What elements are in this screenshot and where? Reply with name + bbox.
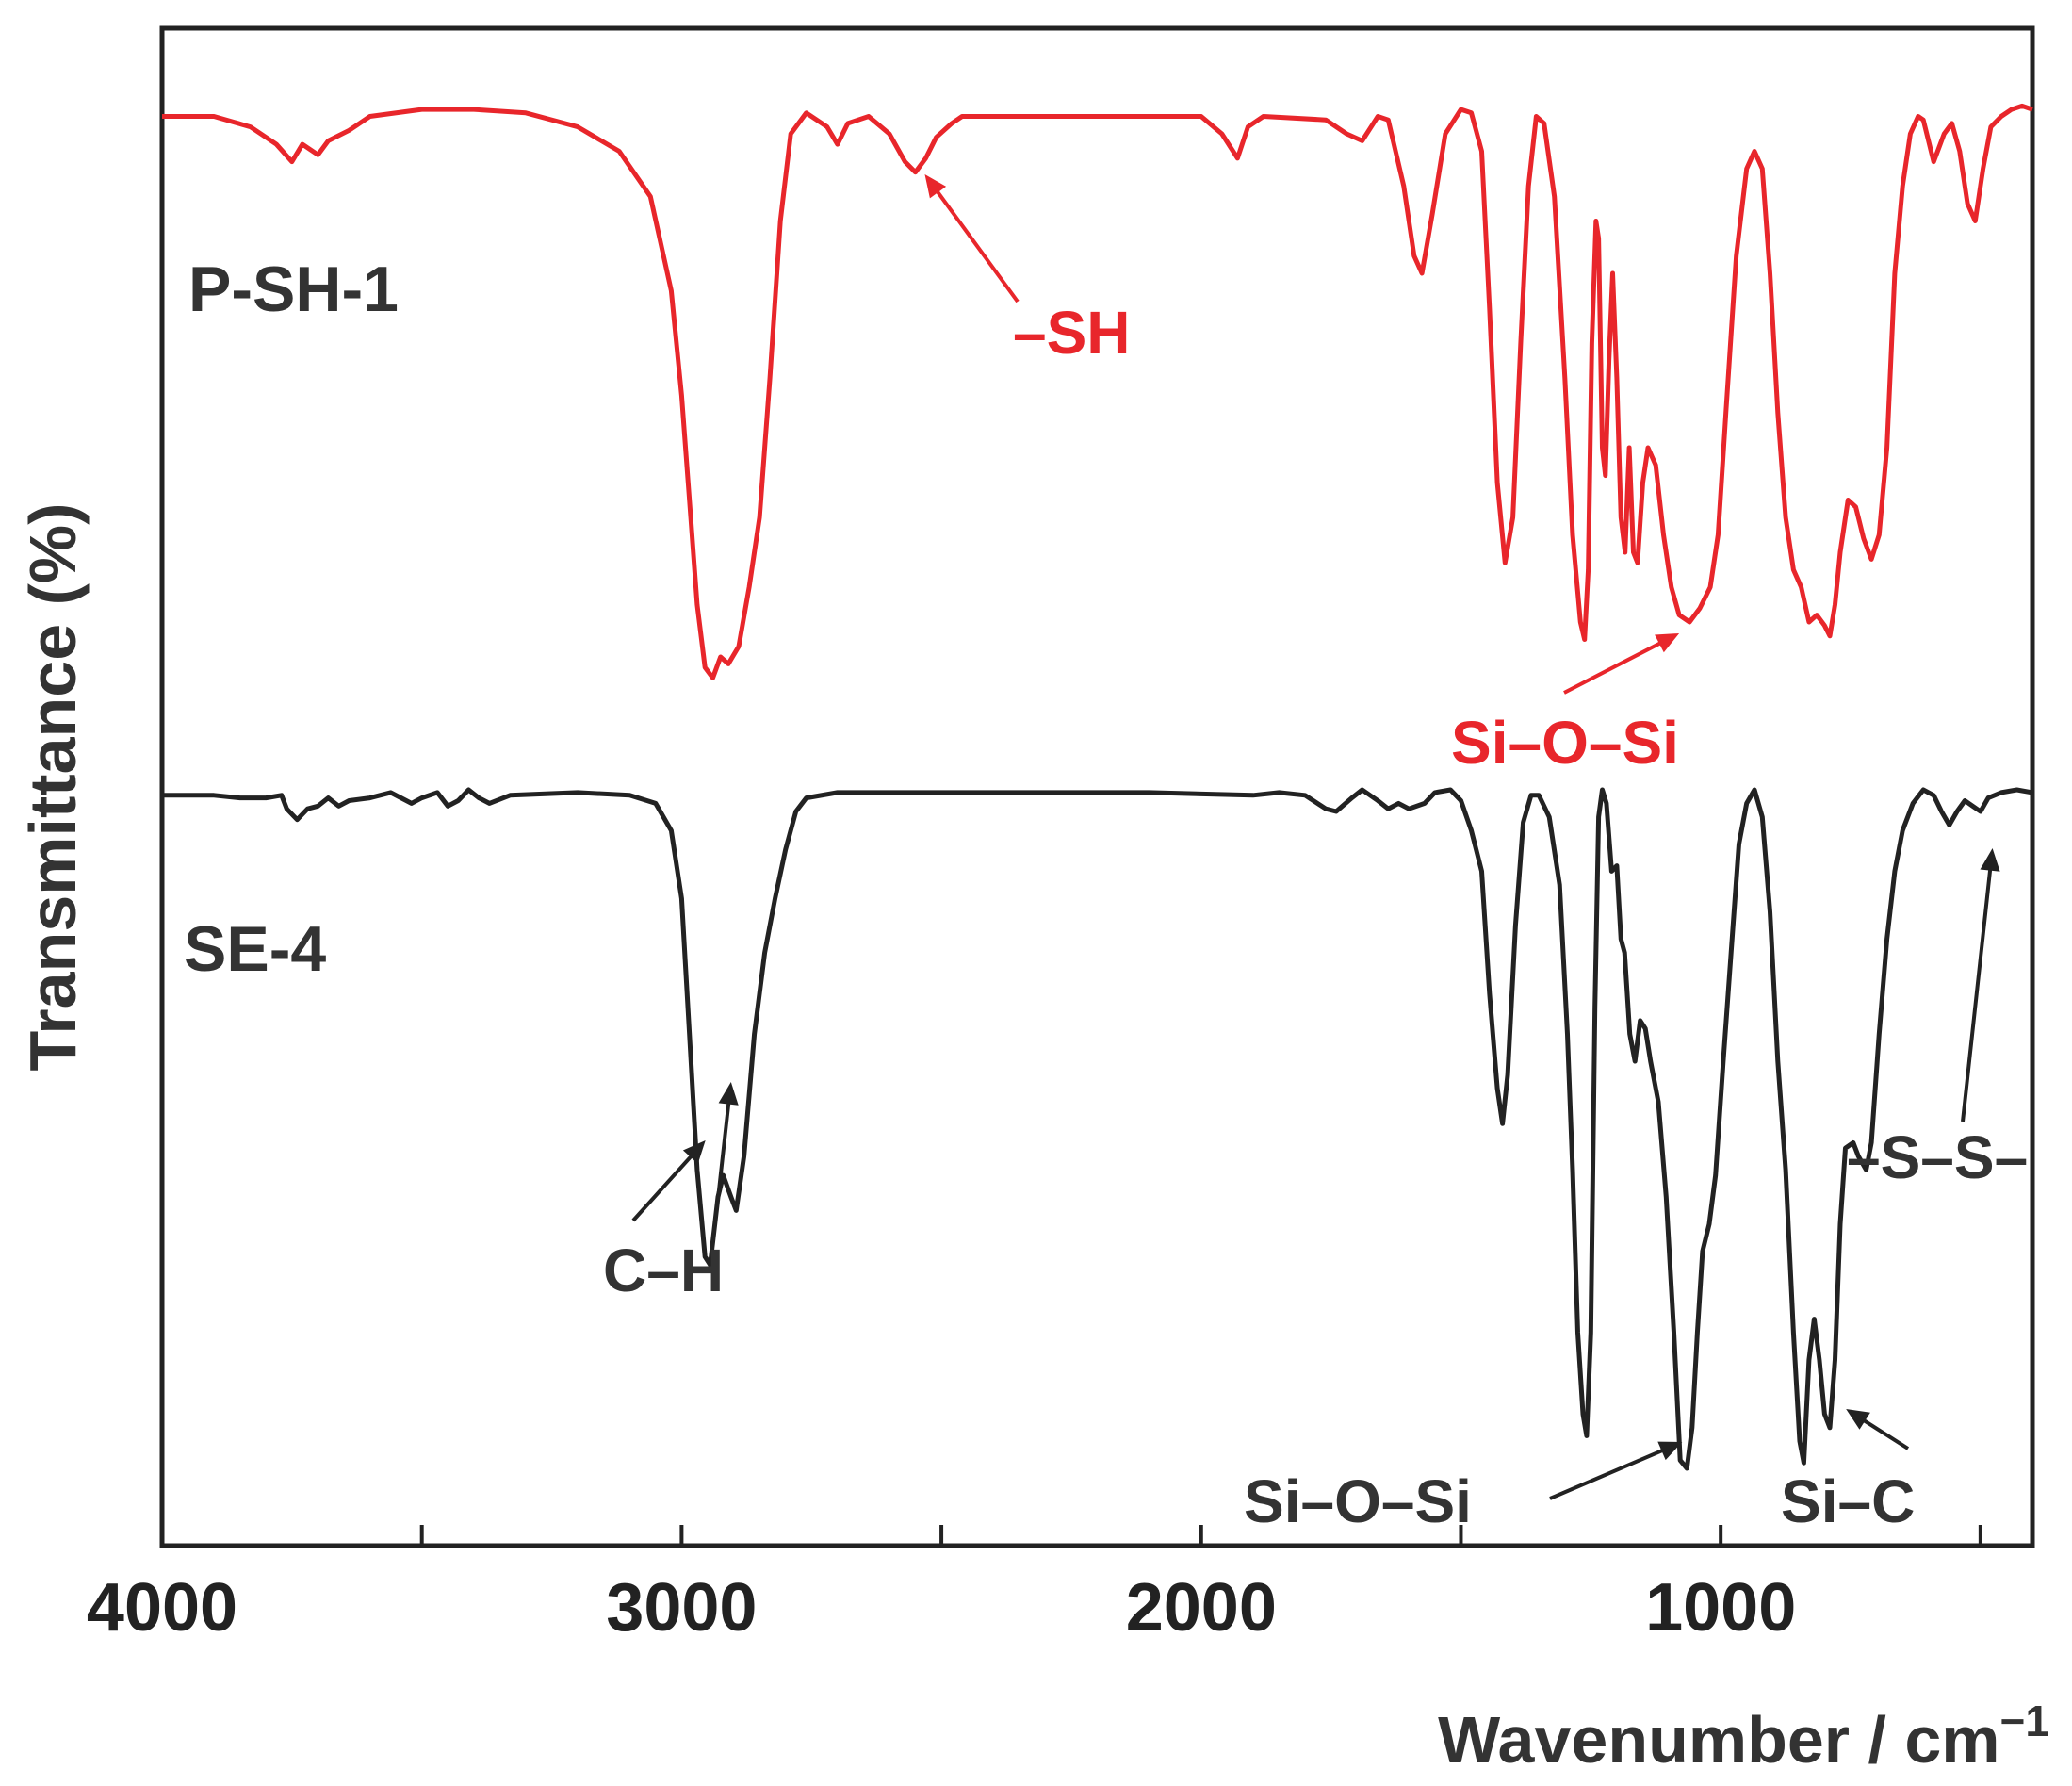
x-axis-title-superscript: −1 — [2000, 1696, 2049, 1745]
y-axis-title: Transmittance (%) — [16, 503, 90, 1072]
x-tick-label-2000: 2000 — [1126, 1570, 1277, 1646]
series-line-p-sh-1 — [162, 103, 2033, 680]
annotation-si-o-si-red: Si–O–Si — [1451, 709, 1679, 777]
annotation-s-s: –S–S– — [1847, 1123, 2028, 1191]
arrow-sh — [924, 174, 1020, 303]
arrow-si-o-si-black — [1549, 1441, 1683, 1500]
x-axis-ticks: 4000 3000 2000 1000 — [87, 1525, 1982, 1646]
series-line-se-4 — [162, 787, 2033, 1471]
arrow-s-s — [1961, 848, 2000, 1122]
plot-frame — [159, 25, 2035, 1548]
x-axis-title-text: Wavenumber / cm — [1438, 1703, 1999, 1777]
arrow-si-o-si-red — [1563, 633, 1680, 695]
series-label-se-4: SE-4 — [184, 913, 326, 985]
annotation-sh: –SH — [1013, 299, 1131, 367]
series-layer — [162, 103, 2033, 1471]
x-tick-label-1000: 1000 — [1645, 1570, 1796, 1646]
arrow-c-h-2 — [716, 1082, 739, 1200]
annotation-arrows — [631, 174, 2000, 1500]
series-label-p-sh-1: P-SH-1 — [188, 254, 399, 325]
x-axis-title: Wavenumber / cm−1 — [1438, 1696, 2049, 1777]
annotation-si-o-si-black: Si–O–Si — [1244, 1467, 1472, 1535]
arrow-c-h-1 — [631, 1140, 706, 1222]
x-tick-label-3000: 3000 — [606, 1570, 757, 1646]
annotation-c-h: C–H — [603, 1237, 724, 1304]
x-tick-label-4000: 4000 — [87, 1570, 237, 1646]
annotation-si-c: Si–C — [1781, 1467, 1915, 1535]
arrow-si-c — [1846, 1409, 1910, 1450]
